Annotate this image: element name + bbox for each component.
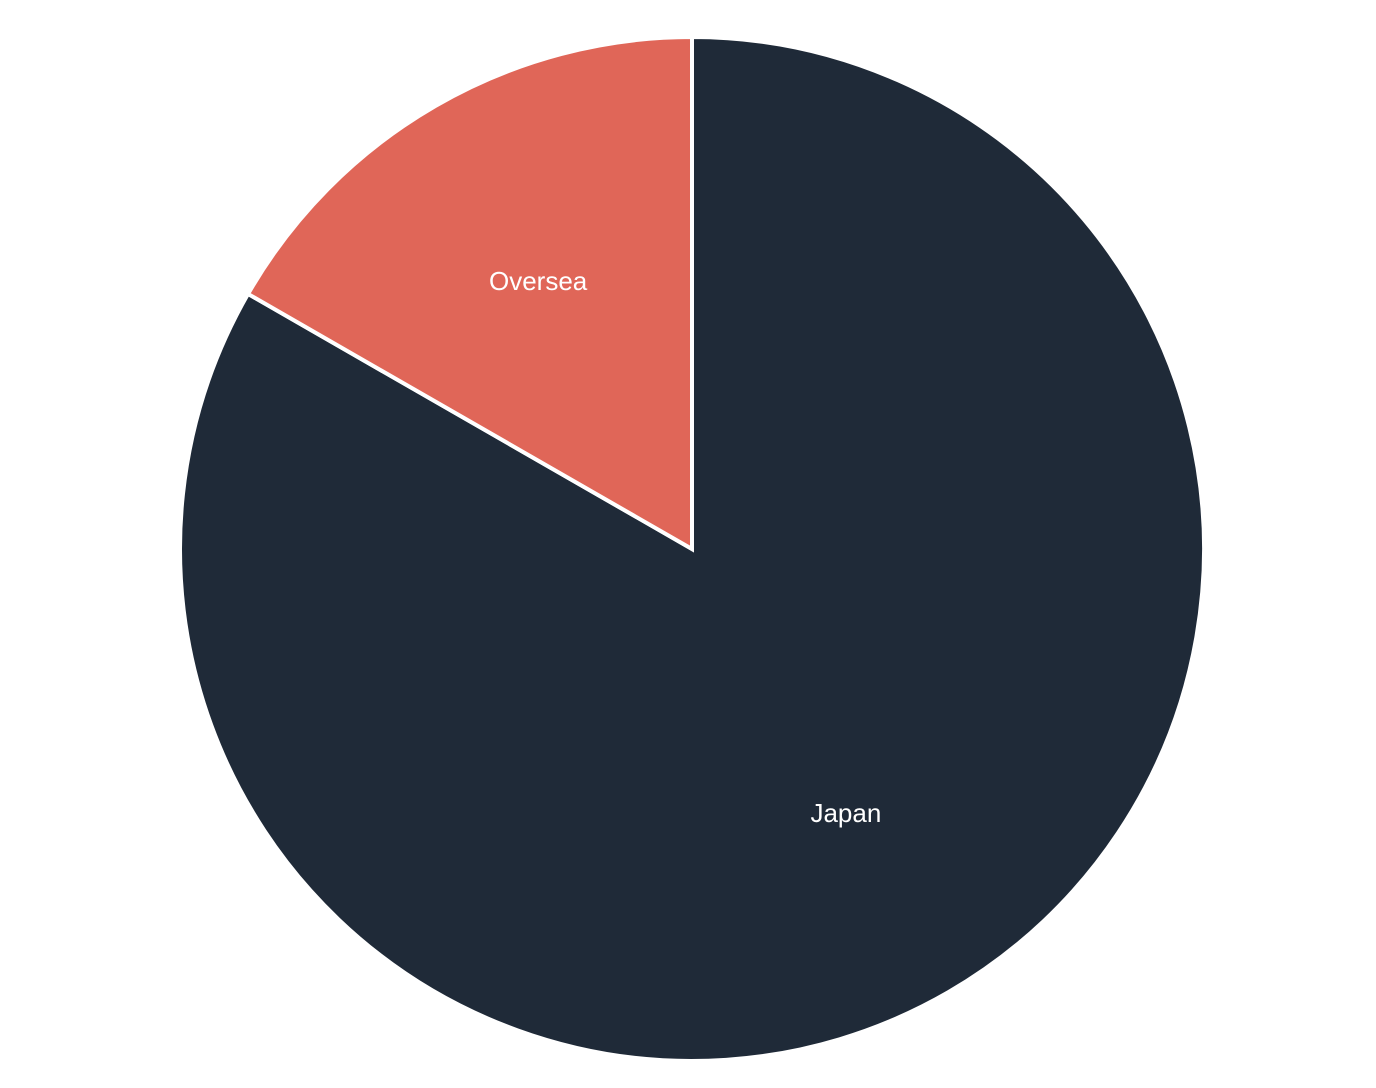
pie-slice-oversea — [245, 34, 694, 553]
pie-slices — [178, 34, 1206, 1063]
pie-labels: Japan Oversea — [489, 266, 881, 828]
slice-label-japan: Japan — [810, 798, 881, 828]
slice-label-oversea: Oversea — [489, 266, 588, 296]
